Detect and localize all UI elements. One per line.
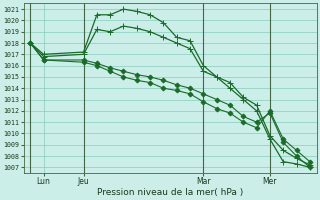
- X-axis label: Pression niveau de la mer( hPa ): Pression niveau de la mer( hPa ): [97, 188, 243, 197]
